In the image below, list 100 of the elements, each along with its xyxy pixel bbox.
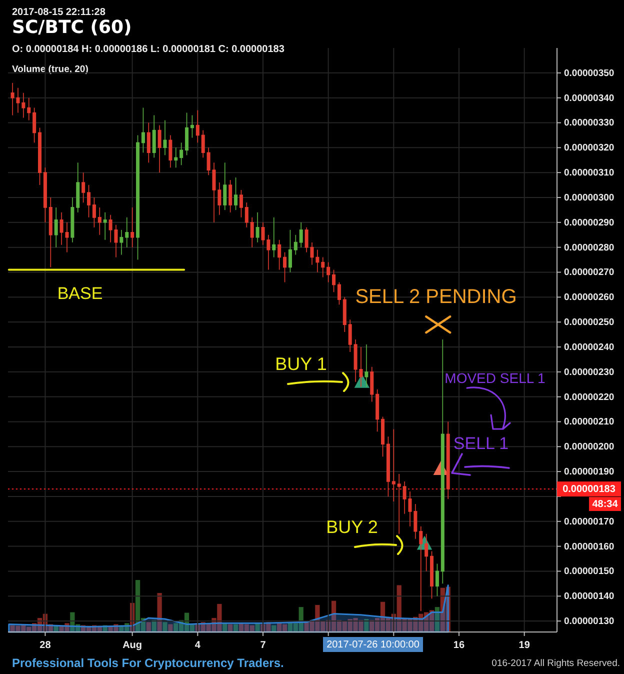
x-tick-label: Aug — [122, 640, 142, 650]
candlestick — [435, 563, 439, 597]
annotation: BUY 2 — [326, 517, 378, 537]
candlestick — [130, 207, 134, 248]
candlestick — [321, 256, 325, 278]
candlestick — [185, 112, 189, 156]
bar — [54, 625, 58, 632]
y-tick-label: 0.00000190 — [564, 466, 614, 478]
candlestick — [146, 122, 150, 164]
candlestick — [32, 107, 36, 144]
ref-line-label: 0.00000183 — [562, 483, 616, 494]
annotation: BUY 1 — [275, 354, 327, 374]
y-tick-label: 0.00000340 — [564, 92, 614, 104]
candlestick — [54, 207, 58, 248]
candlestick — [180, 142, 184, 166]
candlestick — [92, 197, 96, 228]
candlestick — [43, 167, 47, 223]
y-tick-label: 0.00000310 — [564, 167, 614, 178]
y-tick-label: 0.00000260 — [564, 292, 614, 303]
y-tick-label: 0.00000290 — [564, 216, 614, 228]
text: Professional Tools For Cryptocurrency Traders. — [12, 656, 284, 670]
annotation: SELL 2 PENDING — [355, 286, 517, 308]
candlestick — [48, 197, 52, 268]
candlestick — [272, 217, 276, 258]
candlestick — [419, 526, 423, 612]
y-tick-label: 0.00000230 — [564, 366, 614, 378]
bar — [228, 624, 233, 632]
y-tick-label: 0.00000280 — [564, 242, 614, 253]
candlestick — [22, 92, 26, 118]
candlestick — [342, 296, 346, 332]
candlestick — [370, 366, 374, 402]
candlestick — [440, 339, 444, 584]
y-tick-label: 0.00000220 — [564, 391, 614, 402]
candlestick — [87, 184, 91, 218]
text: 2017-07-26 10:00:00 — [326, 639, 420, 650]
candlestick — [424, 533, 428, 572]
candlestick — [364, 344, 368, 388]
candlestick — [446, 421, 450, 500]
y-tick-label: 0.00000150 — [564, 566, 614, 577]
candlestick — [381, 416, 385, 457]
candlestick — [256, 212, 260, 243]
y-tick-label: 0.00000210 — [564, 416, 614, 428]
x-tick-label: 16 — [453, 640, 465, 650]
candlestick — [278, 239, 282, 270]
candlestick — [76, 162, 80, 213]
candlestick — [103, 212, 107, 240]
bar — [102, 625, 108, 632]
candlestick — [392, 428, 396, 502]
candlestick — [376, 388, 380, 432]
y-tick-label: 0.00000270 — [564, 266, 614, 278]
y-tick-label: 0.00000240 — [564, 341, 614, 352]
annotation: SELL 1 — [453, 434, 509, 452]
bar — [364, 619, 369, 632]
y-tick-label: 0.00000350 — [564, 67, 614, 78]
x-tick-label: 19 — [518, 640, 530, 650]
candlestick — [288, 229, 292, 273]
bar — [146, 622, 151, 632]
bar — [272, 625, 276, 632]
x-tick-label: 7 — [260, 640, 266, 650]
y-tick-label: 0.00000250 — [564, 316, 614, 328]
candlestick — [27, 97, 31, 121]
candlestick — [168, 134, 172, 168]
candlestick — [244, 202, 248, 228]
candlestick — [223, 162, 227, 210]
candlestick — [348, 319, 352, 352]
annotation: MOVED SELL 1 — [444, 370, 546, 386]
text: 016-2017 All Rights Reserved. — [492, 658, 620, 669]
candlestick — [397, 474, 401, 534]
candlestick — [430, 550, 434, 600]
candlestick — [196, 110, 200, 144]
bar — [168, 624, 173, 632]
candlestick — [82, 172, 86, 203]
candlestick — [250, 217, 254, 248]
chart-subtitle: O: 0.00000184 H: 0.00000186 L: 0.00000181 C: 0.00000183 — [12, 44, 285, 55]
point — [425, 315, 452, 334]
candlestick — [234, 177, 238, 210]
chart-title: SC/BTC (60) — [12, 17, 132, 38]
y-tick-label: 0.00000300 — [564, 192, 614, 203]
y-tick-label: 0.00000330 — [564, 117, 614, 128]
candlestick — [70, 197, 74, 243]
chart-title: Volume (true, 20) — [12, 64, 88, 75]
text: 48:34 — [592, 498, 618, 510]
bar — [162, 622, 168, 632]
text: 2017-08-15 22:11:28 — [12, 7, 106, 18]
y-tick-label: 0.00000200 — [564, 441, 614, 452]
candlestick — [190, 114, 194, 138]
candlestick — [174, 147, 178, 168]
candlestick — [136, 134, 140, 260]
x-tick-label: 28 — [40, 640, 52, 650]
candlestick — [98, 207, 102, 236]
candlestick — [152, 114, 156, 158]
candlestick — [337, 282, 341, 306]
candlestick — [294, 234, 298, 256]
candlestick — [141, 107, 145, 154]
y-tick-label: 0.00000170 — [564, 516, 614, 527]
y-tick-label: 0.00000160 — [564, 540, 614, 552]
y-tick-label: 0.00000320 — [564, 142, 614, 154]
candlestick — [228, 180, 232, 213]
candlestick — [120, 229, 124, 256]
candlestick — [386, 436, 390, 497]
